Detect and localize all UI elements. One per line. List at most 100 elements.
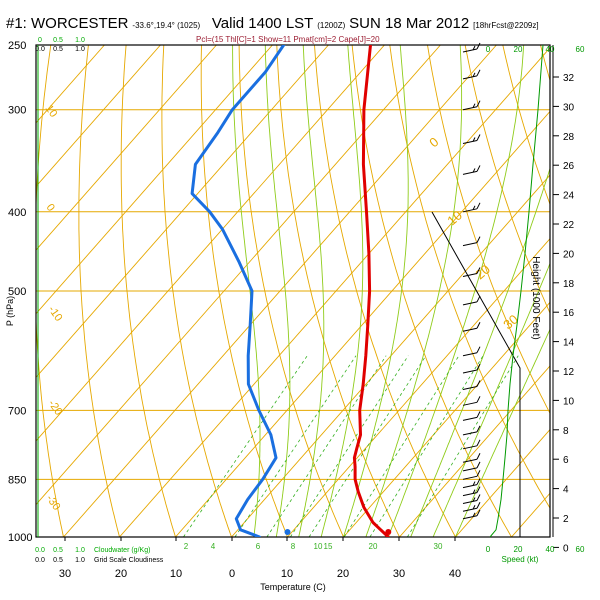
plot-border [35,44,551,538]
wind-barb [462,509,481,520]
x-tick-label: 10 [170,568,182,580]
wind-barb-flag [476,165,481,172]
wind-barb-flag [472,72,476,78]
height-tick-label: 4 [563,485,569,496]
x-tick-label: 40 [449,568,461,580]
wind-barb [462,42,481,53]
speed-top-label: 60 [576,45,585,54]
wind-barb-flag [476,321,481,329]
wind-barb-flag [476,363,481,371]
cloudwater-bottom-label: 0.5 [53,547,63,554]
height-tick-label: 30 [563,102,575,113]
speed-top-label: 20 [514,45,523,54]
isotherm-line [399,365,550,537]
wind-barb [462,202,481,213]
mixing-ratio-label: 30 [434,542,443,551]
wind-speed-profile [489,45,544,537]
dry-adiabat-line [574,31,600,555]
mixing-ratio-line [369,355,484,537]
wind-barb-flag [476,470,481,477]
dry-adiabat-label: -20 [46,398,65,418]
cloudwater-top-label: 1.0 [75,37,85,44]
pressure-tick-label: 1000 [8,532,32,544]
wind-barb-shaft [462,507,478,512]
pressure-tick-label: 300 [8,105,26,117]
height-axis-title: Height (1000 Feet) [530,256,541,339]
mixing-ratio-line [407,355,519,537]
height-tick-label: 22 [563,220,575,231]
dry-adiabat-line [36,45,64,537]
thermo-diagram-background [36,31,600,555]
dry-adiabat-line [120,45,176,537]
x-axis-title: Temperature (C) [260,582,326,592]
moist-adiabat-line [320,45,364,537]
cloudiness-bottom-label: 0.5 [53,557,63,564]
moist-adiabat-line [455,328,550,537]
wind-barb [462,396,481,406]
wind-barb-flag [472,505,476,510]
wind-barb [462,411,481,421]
isotherm-label: 10 [444,208,465,229]
wind-barb-flag [472,489,476,494]
dry-adiabat-label: 0 [44,202,57,214]
mixing-ratio-line [183,355,308,537]
surface-dewpoint-point [284,529,291,535]
dry-adiabat-line [161,45,232,537]
mixing-ratio-label: 4 [211,542,216,551]
x-tick-label: 0 [229,568,235,580]
moist-adiabat-line [232,45,261,537]
forecast-hour: [18hrFcst@2209z] [473,21,539,30]
wind-barb-flag [476,439,481,447]
stability-indices: Pcl=(15 Thl[C]=1 Show=11 Pmat[cm]=2 Cape… [196,35,380,44]
x-tick-label: 10 [281,568,293,580]
height-tick-label: 32 [563,73,575,84]
wind-barb-shaft [462,327,478,332]
wind-barb [462,425,481,436]
height-tick-label: 6 [563,455,569,466]
wind-barb [462,452,481,463]
valid-time: Valid 1400 LST [211,15,314,32]
wind-barb-flag [476,69,481,77]
moist-adiabat-line [387,45,525,537]
cloudwater-axis-title: Cloudwater (g/Kg) [94,547,150,554]
wind-barb-shaft [462,492,478,497]
cloudiness-top-label: 0.0 [35,46,45,53]
wind-barb [462,470,481,480]
wind-barb-flag [476,295,481,303]
height-tick-label: 24 [563,191,575,202]
wind-barb-shaft [462,431,478,436]
mixing-ratio-line [266,355,387,537]
dry-adiabat-line [276,45,401,537]
wind-barb-flag [476,236,481,243]
wind-barb [462,478,481,489]
wind-barb-flag [472,497,476,502]
dry-adiabat-line [78,45,120,537]
speed-axis-title: Speed (kt) [502,555,539,564]
wind-barb-flag [476,411,481,418]
wind-barb-shaft [462,467,478,472]
cloudiness-axis-title: Grid Scale Cloudiness [94,557,164,564]
wind-barb-shaft [462,352,478,357]
cloudiness-top-label: 0.5 [53,46,63,53]
cloudwater-bottom-label: 0.0 [35,547,45,554]
wind-barbs [462,42,481,520]
wind-barb-flag [476,380,481,387]
wind-barb-flag [476,202,481,210]
isotherm-label: 0 [426,134,441,150]
isotherm-line [36,45,217,251]
isotherm-line [36,45,385,442]
temperature-profile [352,45,390,537]
dry-adiabat-label: -30 [44,493,63,513]
dry-adiabat-line [502,45,550,206]
isotherm-line [455,428,550,537]
mixing-ratio-label: 15 [324,542,333,551]
wind-barb-flag [472,512,476,518]
speed-bottom-label: 0 [486,545,491,554]
isotherm-line [287,238,550,537]
speed-bottom-label: 40 [546,545,555,554]
wind-barb-flag [472,481,476,486]
mixing-ratio-label: 8 [291,542,296,551]
wind-barb [462,494,481,505]
wind-barb-flag [472,103,476,108]
